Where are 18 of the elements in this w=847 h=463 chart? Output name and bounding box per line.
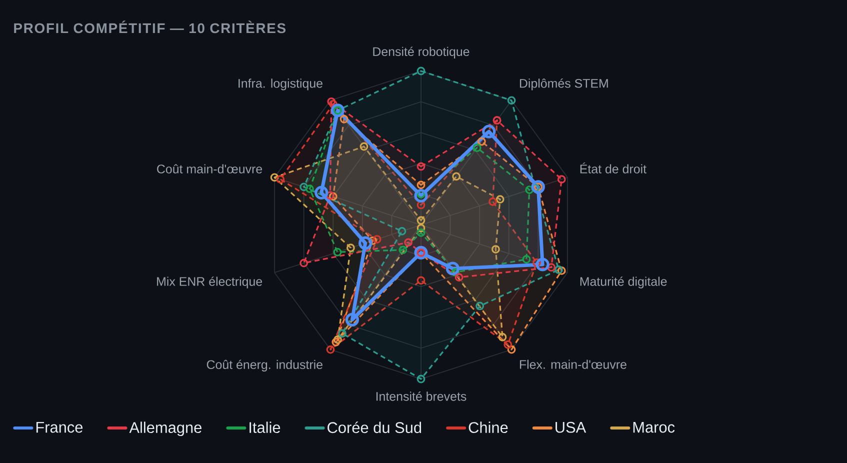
spoke-label: Mix ENR électrique xyxy=(157,276,262,288)
spoke-label: Diplômés STEM xyxy=(520,78,608,90)
chart-title: PROFIL COMPÉTITIF — 10 CRITÈRES xyxy=(14,20,286,34)
legend-label: Chine xyxy=(468,422,508,434)
legend-label: USA xyxy=(556,422,586,433)
legend-label: France xyxy=(36,422,83,433)
spoke-label: Infra. logistique xyxy=(238,78,322,90)
legend-label: Italie xyxy=(250,422,280,434)
spoke-label: Intensité brevets xyxy=(376,392,466,401)
legend-label: Allemagne xyxy=(129,422,202,436)
legend-label: Corée du Sud xyxy=(328,422,422,434)
spoke-label: Densité robotique xyxy=(373,46,470,58)
spoke-label: Maturité digitale xyxy=(580,276,667,288)
spoke-label: Coût main-d'œuvre xyxy=(157,164,262,174)
spoke-label: Flex. main-d'œuvre xyxy=(520,360,626,369)
spoke-label: État de droit xyxy=(580,162,646,174)
legend-label: Maroc xyxy=(633,422,675,433)
spoke-label: Coût énerg. industrie xyxy=(206,360,322,372)
